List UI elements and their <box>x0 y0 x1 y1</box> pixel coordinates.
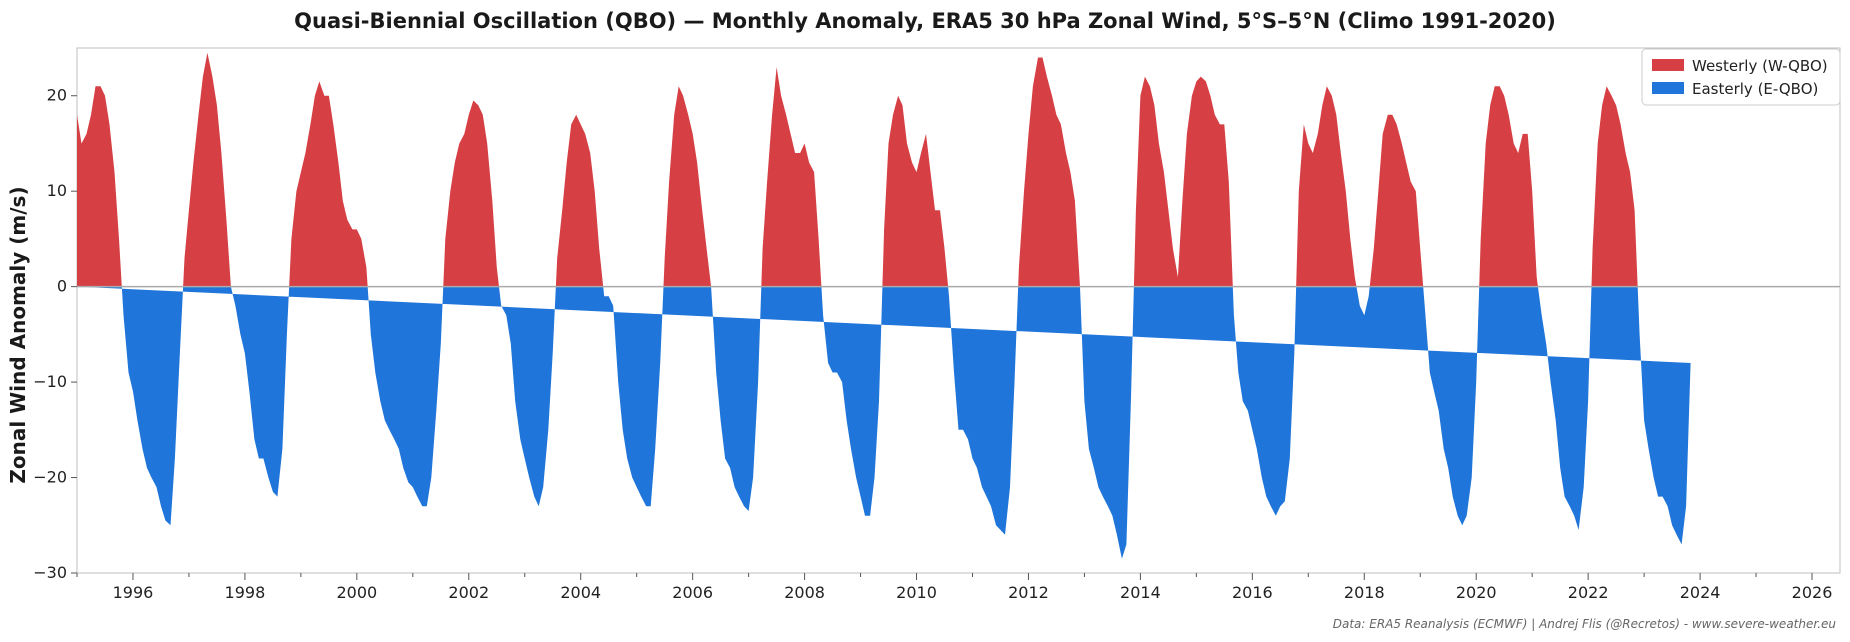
x-tick-label: 2018 <box>1344 583 1385 602</box>
y-tick-label: 0 <box>57 277 67 296</box>
x-tick-label: 2012 <box>1008 583 1049 602</box>
x-tick-label: 1998 <box>225 583 266 602</box>
x-tick-label: 2016 <box>1232 583 1273 602</box>
y-tick-label: 10 <box>47 181 67 200</box>
x-tick-label: 2008 <box>784 583 825 602</box>
plot-area <box>76 47 1841 574</box>
x-tick-label: 2024 <box>1680 583 1721 602</box>
x-tick-label: 2022 <box>1568 583 1609 602</box>
y-tick-label: −20 <box>33 468 67 487</box>
legend-label-easterly: Easterly (E-QBO) <box>1692 80 1818 98</box>
data-credit: Data: ERA5 Reanalysis (ECMWF) | Andrej F… <box>1333 617 1837 631</box>
x-tick-label: 2006 <box>672 583 713 602</box>
x-tick-label: 2020 <box>1456 583 1497 602</box>
x-tick-label: 2000 <box>336 583 377 602</box>
x-tick-label: 2014 <box>1120 583 1161 602</box>
westerly-area <box>77 52 1638 287</box>
legend-box <box>1641 48 1841 106</box>
x-tick-label: 1996 <box>113 583 154 602</box>
y-tick-label: 20 <box>47 86 67 105</box>
easterly-area <box>77 286 1691 559</box>
y-tick-label: −30 <box>33 563 67 582</box>
x-tick-label: 2026 <box>1792 583 1833 602</box>
legend: Westerly (W-QBO) Easterly (E-QBO) <box>1641 48 1841 106</box>
plot-frame <box>76 47 1841 574</box>
chart-title: Quasi-Biennial Oscillation (QBO) — Month… <box>294 9 1556 33</box>
y-axis: −30 −20 −10 0 10 20 <box>33 86 77 582</box>
legend-swatch-easterly <box>1652 82 1684 94</box>
legend-label-westerly: Westerly (W-QBO) <box>1692 57 1828 75</box>
x-axis: 1996 1998 2000 2002 2004 2006 2008 2010 2012 2014… <box>76 573 1833 602</box>
y-tick-label: −10 <box>33 372 67 391</box>
x-tick-label: 2004 <box>560 583 601 602</box>
x-tick-label: 2002 <box>448 583 489 602</box>
x-tick-label: 2010 <box>896 583 937 602</box>
y-axis-label: Zonal Wind Anomaly (m/s) <box>6 186 30 483</box>
legend-swatch-westerly <box>1652 59 1684 71</box>
